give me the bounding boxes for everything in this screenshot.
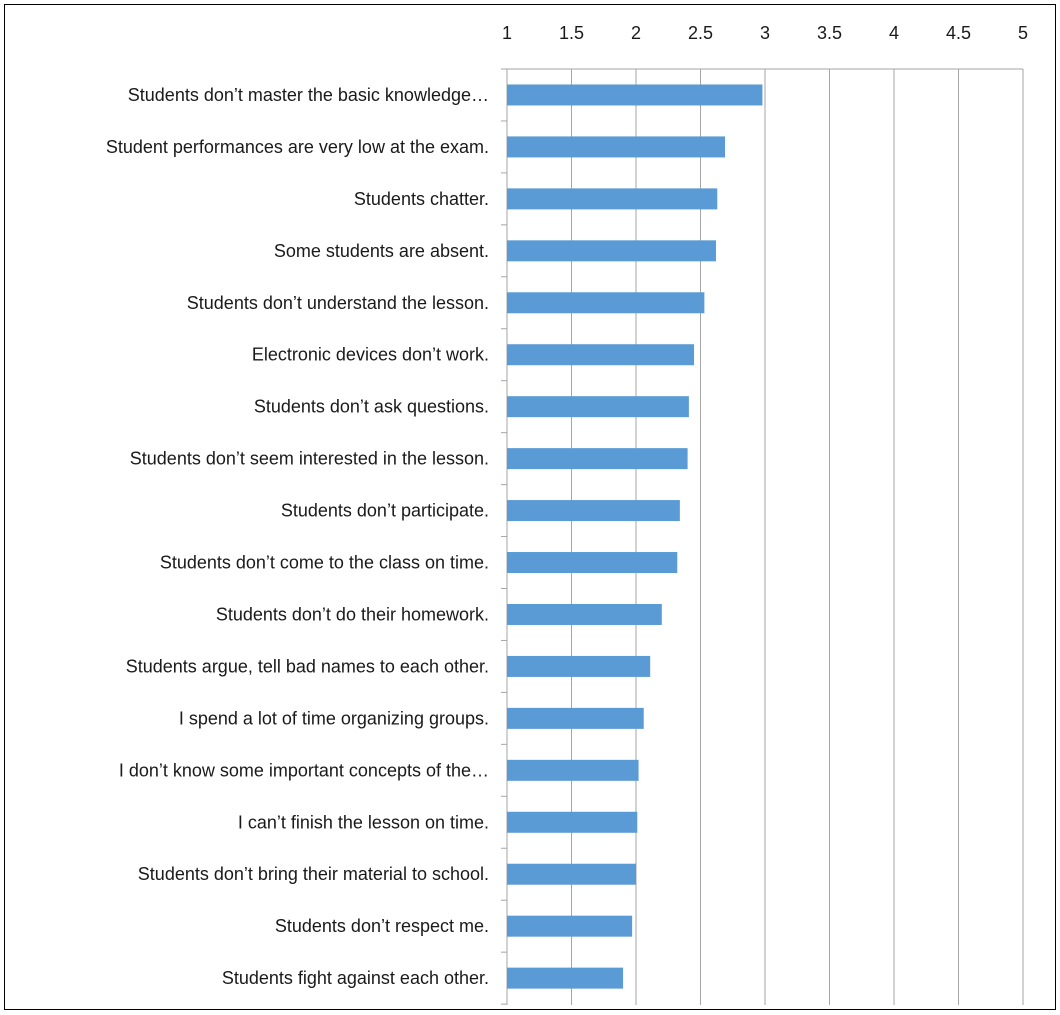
chart-frame: 1 1.5 2 2.5 3 3.5 4 4.5 5 Students don’t master … [4, 4, 1056, 1010]
category-label: Students don’t bring their material to s… [138, 864, 489, 884]
category-label: Students don’t come to the class on time… [160, 553, 489, 573]
category-label: Students don’t participate. [281, 501, 489, 521]
category-label: Students fight against each other. [222, 968, 489, 988]
x-tick-label: 4 [889, 23, 899, 43]
bar [507, 136, 726, 158]
bars [507, 84, 763, 989]
x-tick-label: 3 [760, 23, 770, 43]
bar [507, 811, 638, 833]
bar [507, 967, 624, 989]
bar [507, 240, 716, 262]
category-label: Students chatter. [354, 189, 489, 209]
category-label: Students don’t understand the lesson. [187, 293, 489, 313]
category-label: Students don’t master the basic knowledg… [128, 85, 489, 105]
x-tick-label: 3.5 [817, 23, 842, 43]
x-axis-ticks: 1 1.5 2 2.5 3 3.5 4 4.5 5 [502, 23, 1028, 43]
bar [507, 759, 639, 781]
category-label: Students don’t do their homework. [216, 604, 489, 624]
category-label: Students argue, tell bad names to each o… [126, 656, 489, 676]
bar [507, 552, 678, 574]
bar [507, 344, 695, 366]
category-label: Students don’t seem interested in the le… [130, 449, 489, 469]
bar [507, 603, 662, 625]
gridlines [501, 68, 1024, 1005]
bar [507, 915, 633, 937]
category-label: Student performances are very low at the… [106, 137, 489, 157]
bar [507, 188, 718, 210]
bar [507, 707, 644, 729]
bar [507, 448, 688, 470]
bar [507, 500, 680, 522]
category-label: Students don’t respect me. [275, 916, 489, 936]
x-tick-label: 2 [631, 23, 641, 43]
bar [507, 292, 705, 314]
bar [507, 655, 651, 677]
category-label: Students don’t ask questions. [254, 397, 489, 417]
category-label: I can’t finish the lesson on time. [238, 812, 489, 832]
x-tick-label: 1 [502, 23, 512, 43]
bar-chart: 1 1.5 2 2.5 3 3.5 4 4.5 5 Students don’t master … [106, 23, 1028, 1005]
x-tick-label: 2.5 [688, 23, 713, 43]
category-label: I don’t know some important concepts of … [119, 760, 489, 780]
bar [507, 396, 689, 418]
category-labels: Students don’t master the basic knowledg… [106, 85, 489, 988]
category-label: Some students are absent. [274, 241, 489, 261]
category-label: Electronic devices don’t work. [252, 345, 489, 365]
bar [507, 863, 636, 885]
category-label: I spend a lot of time organizing groups. [179, 708, 489, 728]
bar [507, 84, 763, 106]
x-tick-label: 4.5 [946, 23, 971, 43]
x-tick-label: 1.5 [559, 23, 584, 43]
x-tick-label: 5 [1018, 23, 1028, 43]
